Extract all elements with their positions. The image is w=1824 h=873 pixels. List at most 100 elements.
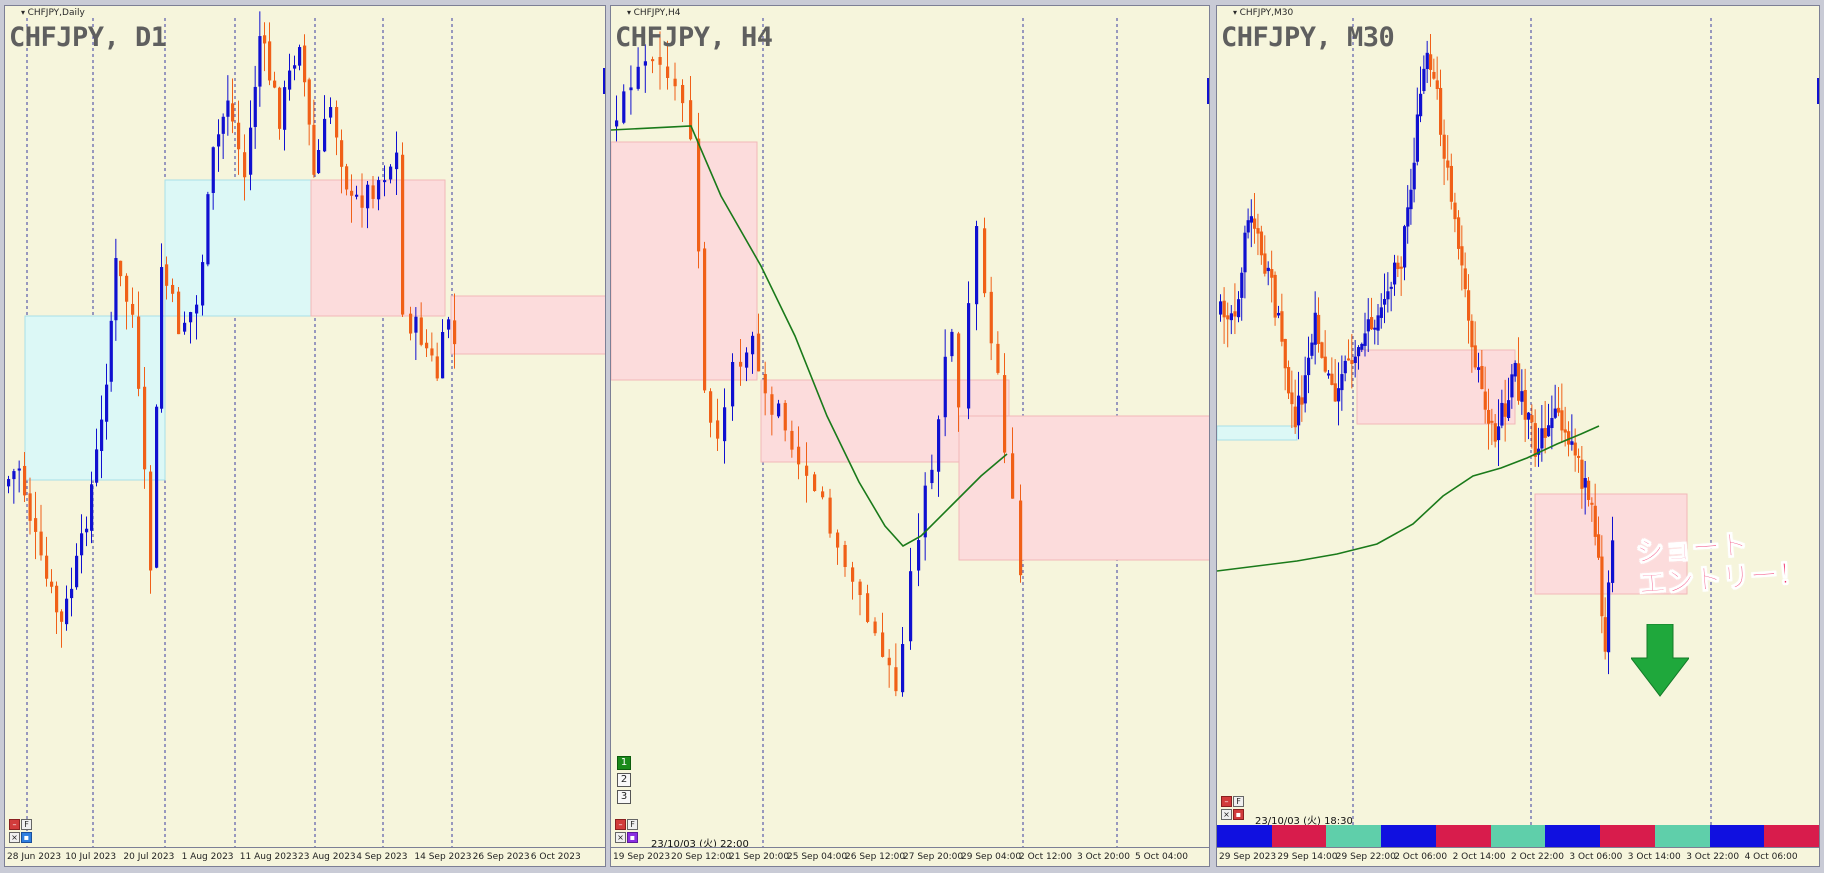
minimize-icon[interactable]: – (1221, 796, 1232, 807)
demand-zone (1217, 425, 1298, 441)
candle-bear (312, 124, 316, 175)
demand-zone (164, 179, 312, 317)
short-entry-annotation: ショート エントリー！ (1634, 528, 1808, 602)
session-segment (1381, 825, 1436, 847)
h4-time-axis: 19 Sep 2023 20 Sep 12:00 21 Sep 20:00 25 Se… (611, 847, 1209, 866)
d1-chart-canvas[interactable] (5, 6, 606, 867)
indicator-icon[interactable]: ▪ (627, 832, 638, 843)
candle-bear (143, 386, 147, 470)
time-tick: 29 Sep 04:00 (961, 852, 1022, 862)
h4-chart-canvas[interactable] (611, 6, 1210, 867)
time-tick: 25 Sep 04:00 (787, 852, 848, 862)
candle-bear (1563, 429, 1567, 433)
time-tick: 11 Aug 2023 (239, 852, 298, 862)
candle-bull (293, 65, 297, 69)
candle-bear (1463, 268, 1467, 290)
candle-bear (651, 59, 655, 62)
candle-bear (1256, 228, 1260, 234)
candle-bull (298, 47, 302, 66)
candle-bear (1222, 300, 1226, 318)
candle-bear (658, 57, 662, 65)
candle-bear (23, 465, 27, 496)
close-icon[interactable]: × (615, 832, 626, 843)
time-tick: 2 Oct 06:00 (1394, 852, 1448, 862)
m30-datetime-label: 23/10/03 (火) 18:30 (1255, 816, 1353, 827)
supply-zone (1356, 349, 1516, 425)
session-segment (1545, 825, 1601, 847)
candle-bull (923, 485, 927, 538)
indicator-icon[interactable]: ▪ (21, 832, 32, 843)
candle-bear (425, 342, 429, 349)
candle-bull (1389, 286, 1393, 289)
candle-bull (643, 61, 647, 66)
candle-bull (1340, 374, 1344, 391)
candle-bear (1543, 428, 1547, 438)
candle-bull (1337, 388, 1341, 402)
candle-bear (34, 518, 38, 532)
candle-bear (894, 667, 898, 692)
indicator-icon[interactable]: ▪ (1233, 809, 1244, 820)
close-icon[interactable]: × (9, 832, 20, 843)
time-tick: 3 Oct 14:00 (1627, 852, 1681, 862)
candle-bear (1330, 373, 1334, 385)
candle-bull (389, 166, 393, 180)
candle-bear (989, 291, 993, 344)
candle-bear (1317, 314, 1321, 345)
candle-bull (930, 469, 934, 484)
candle-bear (996, 343, 1000, 373)
candle-bull (1277, 312, 1281, 316)
candle-bull (114, 258, 118, 321)
candle-bull (206, 194, 210, 265)
candle-bull (1366, 319, 1370, 332)
candle-bear (1580, 459, 1584, 489)
minimize-icon[interactable]: – (615, 819, 626, 830)
period-button-3[interactable]: 3 (617, 790, 631, 804)
candle-bull (329, 107, 333, 118)
candle-bull (1550, 417, 1554, 429)
candle-bull (1327, 373, 1331, 376)
minimize-icon[interactable]: – (9, 819, 20, 830)
candle-bull (1360, 343, 1364, 350)
candle-bull (909, 571, 913, 642)
time-tick: 6 Oct 2023 (530, 852, 581, 862)
candle-bear (1347, 358, 1351, 361)
candle-bull (109, 320, 113, 382)
price-marker (1207, 78, 1209, 104)
chart-window-m30[interactable]: CHFJPY,M30 CHFJPY, M30 – F × ▪ 23/10/03 … (1216, 5, 1820, 867)
candle-bear (119, 260, 123, 277)
candle-bull (1507, 400, 1511, 419)
time-tick: 29 Sep 2023 (1219, 852, 1277, 862)
candle-bull (1357, 347, 1361, 357)
m30-chart-canvas[interactable] (1217, 6, 1820, 867)
candle-bull (1240, 272, 1244, 298)
candle-bear (1603, 617, 1607, 652)
candle-bull (201, 262, 205, 306)
session-segment (1709, 825, 1765, 847)
f-icon[interactable]: F (1233, 796, 1244, 807)
candle-bull (622, 91, 626, 123)
candle-bear (263, 35, 267, 44)
candle-bull (1383, 299, 1387, 305)
candle-bear (177, 291, 181, 335)
candle-bull (395, 152, 399, 170)
candle-bull (1607, 582, 1611, 653)
f-icon[interactable]: F (21, 819, 32, 830)
period-button-1[interactable]: 1 (617, 756, 631, 770)
close-icon[interactable]: × (1221, 809, 1232, 820)
candle-bear (1350, 360, 1354, 364)
candle-bear (1600, 556, 1604, 617)
candle-bear (45, 555, 49, 579)
f-icon[interactable]: F (627, 819, 638, 830)
candle-bear (1533, 423, 1537, 457)
candle-bull (1243, 232, 1247, 273)
period-button-2[interactable]: 2 (617, 773, 631, 787)
chart-window-h4[interactable]: CHFJPY,H4 CHFJPY, H4 1 2 3 – F × ▪ 23/10… (610, 5, 1210, 867)
down-arrow-icon (1629, 623, 1691, 702)
time-tick: 2 Oct 22:00 (1511, 852, 1564, 862)
chart-window-d1[interactable]: CHFJPY,Daily CHFJPY, D1 – F × ▪ 28 Jun 2… (4, 5, 606, 867)
candle-bull (323, 118, 327, 152)
session-segment (1654, 825, 1710, 847)
candle-bull (1303, 375, 1307, 404)
candle-bull (1497, 426, 1501, 441)
candle-bull (317, 150, 321, 174)
